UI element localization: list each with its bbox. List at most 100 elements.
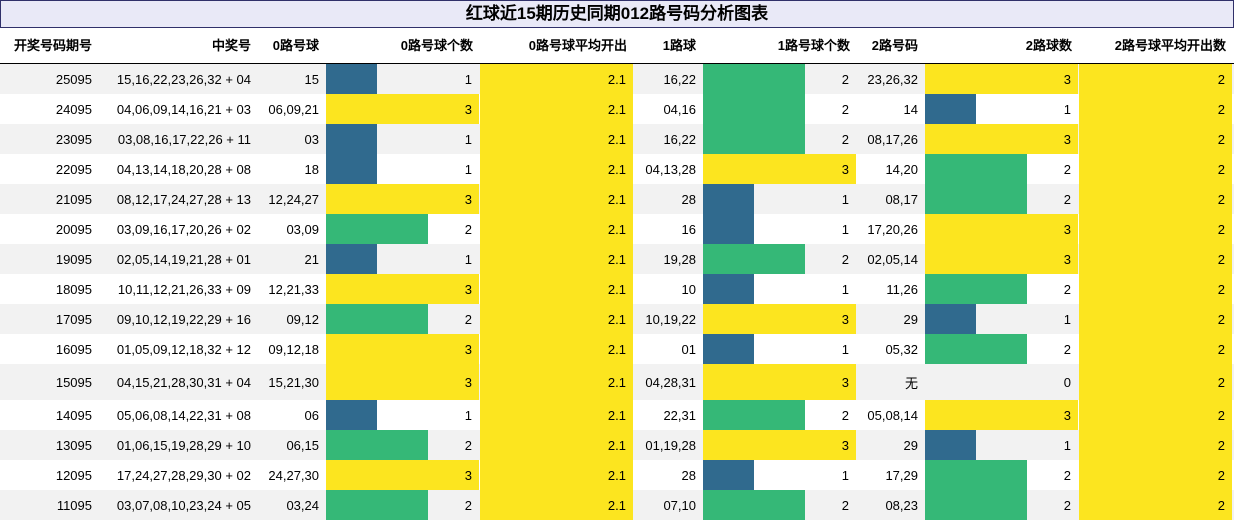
route0-avg-value: 2.1: [607, 251, 626, 267]
route2-count-cell: 2: [925, 490, 1078, 520]
route2-avg-cell: 2: [1079, 244, 1232, 274]
route2-avg-cell: 2: [1079, 124, 1232, 154]
route2-avg-cell: 2: [1079, 274, 1232, 304]
route0-avg-cell: 2.1: [480, 490, 633, 520]
table-row: 14095 05,06,08,14,22,31 + 08 06 1 2.1 22,31 2 0…: [0, 400, 1234, 430]
route0-avg-cell: 2.1: [480, 400, 633, 430]
route1-count-value: 2: [841, 131, 849, 147]
route2-balls-cell: 23,26,32: [867, 71, 918, 87]
issue-cell: 11095: [56, 497, 92, 513]
route0-avg-value: 2.1: [607, 437, 626, 453]
issue-cell: 18095: [55, 281, 92, 297]
table-row: 11095 03,07,08,10,23,24 + 05 03,24 2 2.1 07,1…: [0, 490, 1234, 520]
route1-count-cell: 1: [703, 460, 856, 490]
issue-cell: 21095: [55, 191, 92, 207]
route0-count-cell: 3: [326, 184, 479, 214]
route2-avg-value: 2: [1217, 407, 1225, 423]
table-row: 23095 03,08,16,17,22,26 + 11 03 1 2.1 16,22 2 0…: [0, 124, 1234, 154]
route1-count-cell: 2: [703, 64, 856, 94]
route0-count-value: 1: [464, 407, 472, 423]
table-row: 13095 01,06,15,19,28,29 + 10 06,15 2 2.1 01,1…: [0, 430, 1234, 460]
route2-avg-value: 2: [1217, 341, 1225, 357]
route0-avg-cell: 2.1: [480, 64, 633, 94]
route1-count-cell: 2: [703, 244, 856, 274]
route1-count-cell: 2: [703, 490, 856, 520]
route2-balls-cell: 11,26: [886, 281, 918, 297]
route1-count-cell: 3: [703, 154, 856, 184]
issue-cell: 16095: [55, 341, 92, 357]
route2-balls-cell: 14,20: [885, 161, 918, 177]
numbers-cell: 01,05,09,12,18,32 + 12: [116, 341, 251, 357]
table-row: 22095 04,13,14,18,20,28 + 08 18 1 2.1 04,13,2…: [0, 154, 1234, 184]
route0-avg-cell: 2.1: [480, 154, 633, 184]
route1-count-cell: 1: [703, 334, 856, 364]
route1-balls-cell: 16: [681, 221, 696, 237]
route2-avg-value: 2: [1217, 374, 1225, 390]
route0-count-cell: 2: [326, 430, 479, 460]
route2-count-cell: 1: [925, 304, 1078, 334]
route0-count-value: 3: [464, 281, 472, 297]
route0-count-cell: 2: [326, 490, 479, 520]
header-route2-count: 2路球数: [1025, 38, 1072, 53]
route2-balls-cell: 08,23: [885, 497, 918, 513]
route0-count-bar: [326, 400, 377, 430]
numbers-cell: 04,06,09,14,16,21 + 03: [116, 101, 251, 117]
route2-count-bar: [925, 334, 1027, 364]
route1-count-bar: [703, 364, 856, 400]
route2-balls-cell: 08,17: [885, 191, 918, 207]
route1-count-bar: [703, 304, 856, 334]
route2-count-cell: 3: [925, 124, 1078, 154]
issue-cell: 17095: [55, 311, 92, 327]
route2-balls-cell: 29: [903, 437, 918, 453]
issue-cell: 15095: [55, 374, 92, 390]
table-row: 12095 17,24,27,28,29,30 + 02 24,27,30 3 2.1 2…: [0, 460, 1234, 490]
route1-count-bar: [703, 274, 754, 304]
route0-balls-cell: 09,12,18: [268, 341, 319, 357]
route0-count-value: 1: [464, 251, 472, 267]
route2-count-cell: 3: [925, 64, 1078, 94]
route1-balls-cell: 16,22: [663, 71, 696, 87]
route2-avg-cell: 2: [1079, 364, 1232, 400]
route1-balls-cell: 16,22: [663, 131, 696, 147]
route1-count-bar: [703, 214, 754, 244]
route2-count-cell: 1: [925, 430, 1078, 460]
route2-balls-cell: 08,17,26: [867, 131, 918, 147]
route1-balls-cell: 01: [681, 341, 696, 357]
route1-balls-cell: 19,28: [663, 251, 696, 267]
route2-count-bar: [925, 274, 1027, 304]
route0-avg-value: 2.1: [607, 374, 626, 390]
numbers-cell: 04,13,14,18,20,28 + 08: [116, 161, 251, 177]
route0-count-bar: [326, 460, 479, 490]
route2-avg-value: 2: [1217, 131, 1225, 147]
route2-avg-cell: 2: [1079, 94, 1232, 124]
route1-count-bar: [703, 430, 856, 460]
route0-count-value: 3: [464, 374, 472, 390]
table-row: 19095 02,05,14,19,21,28 + 01 21 1 2.1 19,28 2 0…: [0, 244, 1234, 274]
route0-count-cell: 2: [326, 304, 479, 334]
route1-balls-cell: 07,10: [663, 497, 696, 513]
route1-count-bar: [703, 64, 805, 94]
route2-count-bar: [925, 490, 1027, 520]
route2-avg-cell: 2: [1079, 430, 1232, 460]
route0-avg-cell: 2.1: [480, 334, 633, 364]
route1-balls-cell: 10,19,22: [645, 311, 696, 327]
route0-balls-cell: 06,15: [286, 437, 319, 453]
route0-avg-value: 2.1: [607, 191, 626, 207]
route1-count-bar: [703, 400, 805, 430]
route0-avg-cell: 2.1: [480, 244, 633, 274]
route0-count-bar: [326, 124, 377, 154]
route2-count-bar: [925, 64, 1078, 94]
route2-avg-cell: 2: [1079, 334, 1232, 364]
issue-cell: 23095: [55, 131, 92, 147]
route2-count-cell: 2: [925, 334, 1078, 364]
route2-count-value: 2: [1063, 341, 1071, 357]
route0-avg-cell: 2.1: [480, 304, 633, 334]
route0-avg-value: 2.1: [607, 221, 626, 237]
route0-count-cell: 1: [326, 64, 479, 94]
route2-avg-value: 2: [1217, 161, 1225, 177]
route1-balls-cell: 28: [681, 467, 696, 483]
route0-balls-cell: 03,24: [286, 497, 319, 513]
route1-count-cell: 2: [703, 124, 856, 154]
route1-count-cell: 2: [703, 400, 856, 430]
route0-avg-cell: 2.1: [480, 274, 633, 304]
